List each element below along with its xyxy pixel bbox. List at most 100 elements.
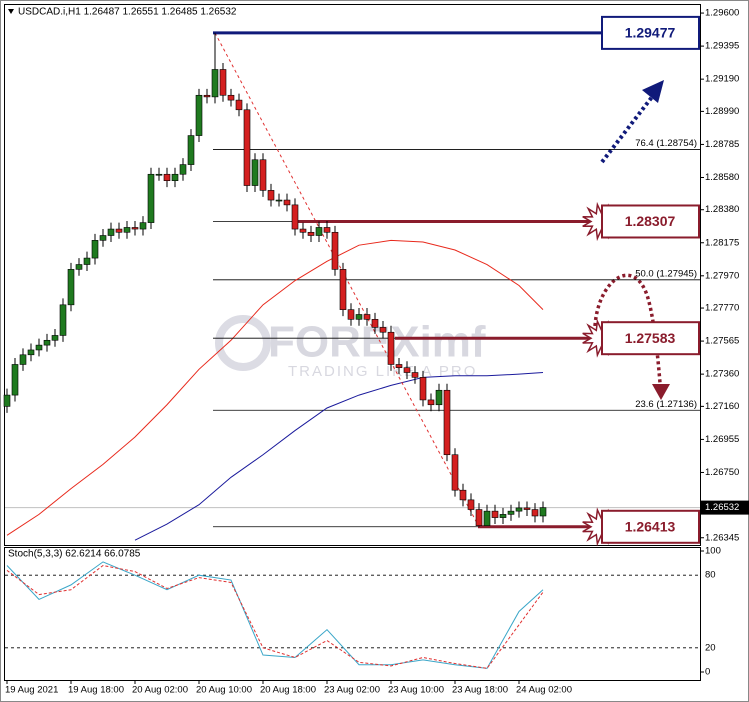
- y-tick-label: 1.27770: [705, 303, 739, 314]
- candle-body: [123, 227, 131, 233]
- candle-body: [355, 314, 363, 320]
- y-tick-label: 1.28785: [705, 139, 739, 150]
- y-tick-label: 1.26345: [705, 532, 739, 543]
- candle-body: [139, 222, 147, 230]
- fib-label: 76.4 (1.28754): [635, 138, 697, 149]
- stoch-tick-label: 100: [705, 546, 721, 557]
- candle-body: [331, 231, 339, 270]
- curved-arrow-head: [652, 384, 670, 400]
- candle-body: [411, 372, 419, 378]
- candle-body: [227, 94, 235, 101]
- candle-body: [467, 499, 475, 510]
- candle-body: [315, 227, 323, 236]
- candle-body: [371, 319, 379, 328]
- candle-body: [251, 159, 259, 186]
- candle-body: [507, 510, 515, 515]
- x-tick-label: 20 Aug 02:00: [132, 685, 188, 696]
- main-panel: [4, 4, 701, 546]
- y-tick-label: 1.26750: [705, 467, 739, 478]
- watermark-tagline: TRADING LIKE A PRO: [288, 363, 477, 380]
- candle-body: [171, 173, 179, 182]
- y-tick-label: 1.28580: [705, 172, 739, 183]
- x-tick-label: 19 Aug 18:00: [68, 685, 124, 696]
- level-box: [601, 509, 700, 544]
- candle-body: [259, 159, 267, 191]
- watermark: FOREXimf TRADING LIKE A PRO: [215, 315, 486, 380]
- candle-body: [179, 164, 187, 175]
- x-tick-label: 20 Aug 10:00: [196, 685, 252, 696]
- x-tick-label: 24 Aug 02:00: [516, 685, 572, 696]
- candle-body: [91, 240, 99, 259]
- candle-body: [27, 349, 35, 356]
- y-tick-label: 1.28380: [705, 204, 739, 215]
- candle-body: [67, 269, 75, 306]
- candle-body: [323, 227, 331, 233]
- candle-body: [115, 228, 123, 233]
- level-box: [601, 321, 700, 356]
- candle-body: [155, 173, 163, 176]
- candle-body: [499, 514, 507, 518]
- candle-body: [51, 335, 59, 341]
- candle-body: [347, 309, 355, 320]
- y-tick-label: 1.27160: [705, 401, 739, 412]
- candle-body: [299, 228, 307, 233]
- stoch-line: [6, 561, 544, 669]
- candle-body: [363, 314, 371, 320]
- level-label: 1.26413: [625, 518, 676, 534]
- fib-label: 23.6 (1.27136): [635, 399, 697, 410]
- y-tick-label: 1.28175: [705, 237, 739, 248]
- level-box: [601, 204, 700, 239]
- candle-body: [275, 199, 283, 202]
- up-arrow: [600, 95, 654, 164]
- candle-body: [131, 227, 139, 230]
- y-tick-label: 1.27360: [705, 369, 739, 380]
- candle-body: [435, 389, 443, 406]
- candle-body: [235, 99, 243, 111]
- current-price-label: 1.26532: [705, 502, 739, 513]
- level-label: 1.29477: [625, 25, 676, 41]
- y-tick-label: 1.29395: [705, 41, 739, 52]
- x-tick-label: 23 Aug 02:00: [324, 685, 380, 696]
- stoch-tick-label: 80: [705, 570, 716, 581]
- candle-body: [43, 339, 51, 346]
- candle-body: [107, 228, 115, 236]
- candle-body: [19, 354, 27, 365]
- candle-body: [83, 257, 91, 265]
- candle-body: [523, 507, 531, 510]
- candle-body: [195, 94, 203, 136]
- candle-body: [483, 510, 491, 526]
- x-tick-label: 23 Aug 18:00: [452, 685, 508, 696]
- stoch-tick-label: 20: [705, 642, 716, 653]
- main-title: USDCAD.i,H1 1.26487 1.26551 1.26485 1.26…: [18, 7, 237, 18]
- candle-body: [211, 69, 219, 98]
- candle-body: [3, 394, 11, 407]
- y-tick-label: 1.26955: [705, 434, 739, 445]
- candle-body: [515, 507, 523, 512]
- candle-body: [243, 109, 251, 186]
- stoch-panel: [4, 547, 701, 681]
- level-label: 1.28307: [625, 213, 676, 229]
- level-box: [601, 15, 700, 50]
- candle-body: [395, 364, 403, 368]
- stoch-line: [6, 564, 544, 669]
- candle-body: [387, 331, 395, 365]
- y-tick-label: 1.29190: [705, 74, 739, 85]
- level-label: 1.27583: [625, 330, 676, 346]
- candle-body: [459, 489, 467, 501]
- candle-body: [427, 399, 435, 406]
- up-arrow-head: [642, 80, 664, 103]
- y-tick-label: 1.27970: [705, 270, 739, 281]
- x-tick-label: 19 Aug 2021: [5, 685, 58, 696]
- stoch-tick-label: 0: [705, 667, 710, 678]
- candle-body: [35, 344, 43, 351]
- candle-body: [11, 364, 19, 396]
- candle-body: [531, 509, 539, 517]
- moving-average: [134, 372, 544, 541]
- candle-body: [163, 173, 171, 182]
- y-tick-label: 1.27565: [705, 336, 739, 347]
- candle-body: [307, 231, 315, 236]
- candle-body: [419, 377, 427, 401]
- candle-body: [219, 69, 227, 96]
- candle-body: [99, 235, 107, 241]
